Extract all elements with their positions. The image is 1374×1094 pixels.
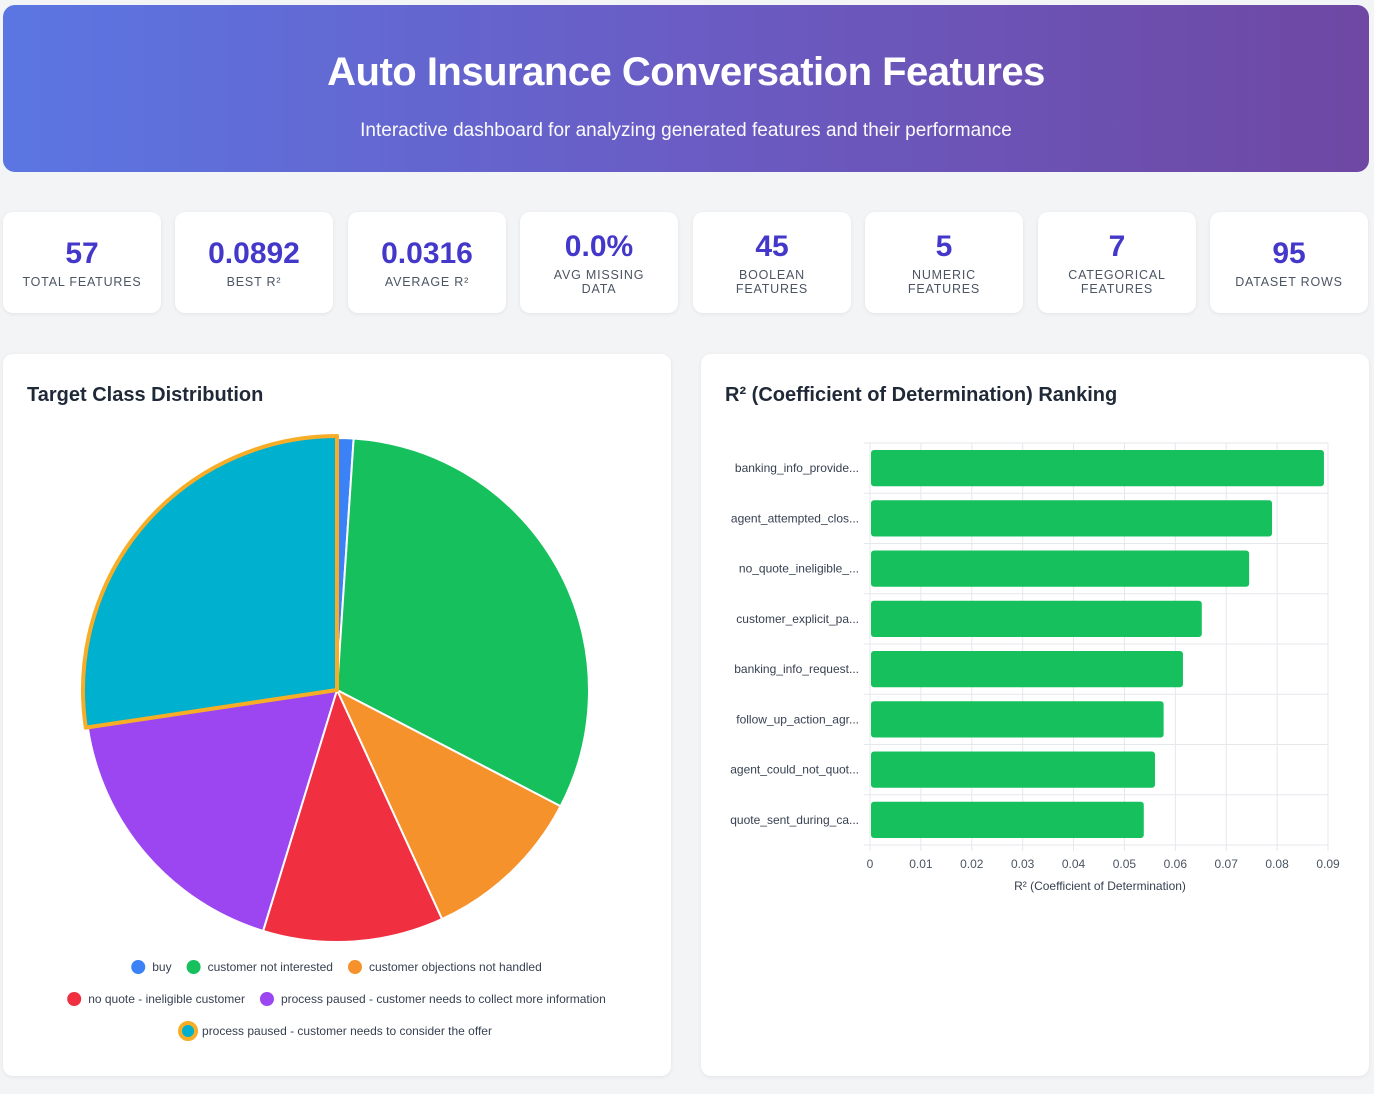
stat-card-categorical-features: 7 Categorical Features bbox=[1038, 212, 1196, 313]
bar[interactable] bbox=[871, 801, 1144, 838]
x-tick-label: 0.01 bbox=[909, 857, 933, 871]
legend-item[interactable]: customer objections not handled bbox=[347, 960, 542, 974]
bar[interactable] bbox=[871, 500, 1273, 537]
legend-swatch bbox=[131, 960, 146, 974]
bar-chart: 0 0.01 0.02 0.03 0.04 0.05 0.06 0.07 0.08 0.09 ban… bbox=[730, 442, 1340, 893]
y-tick-label: banking_info_provide... bbox=[735, 461, 859, 475]
pie-chart: buy customer not interested customer objec… bbox=[67, 434, 606, 1041]
y-tick-label: agent_could_not_quot... bbox=[730, 763, 859, 777]
bar-chart-title: R² (Coefficient of Determination) Rankin… bbox=[725, 384, 1118, 406]
y-tick-label: agent_attempted_clos... bbox=[731, 511, 859, 525]
bar[interactable] bbox=[871, 651, 1183, 688]
y-tick-label: banking_info_request... bbox=[734, 662, 859, 676]
pie-slice[interactable] bbox=[336, 689, 562, 921]
legend-label: no quote - ineligible customer bbox=[88, 992, 245, 1006]
stat-value: 45 bbox=[755, 229, 789, 263]
bar-chart-card: R² (Coefficient of Determination) Rankin… bbox=[701, 354, 1369, 1076]
legend-label: process paused - customer needs to colle… bbox=[281, 992, 606, 1006]
stat-label: Dataset Rows bbox=[1235, 274, 1343, 289]
legend-swatch bbox=[178, 1021, 199, 1041]
y-tick-label: customer_explicit_pa... bbox=[736, 612, 859, 626]
stat-label: Avg Missing Data bbox=[553, 267, 645, 296]
x-tick-label: 0.02 bbox=[960, 857, 984, 871]
stat-value: 95 bbox=[1272, 236, 1306, 270]
stat-value: 57 bbox=[65, 236, 99, 270]
bar[interactable] bbox=[871, 450, 1324, 487]
x-tick-label: 0.09 bbox=[1316, 857, 1340, 871]
legend-swatch bbox=[259, 992, 274, 1006]
legend-item[interactable]: customer not interested bbox=[186, 960, 333, 974]
stat-card-dataset-rows: 95 Dataset Rows bbox=[1210, 212, 1368, 313]
legend-swatch bbox=[186, 960, 201, 974]
stat-card-average-r2: 0.0316 Average R² bbox=[348, 212, 506, 313]
stat-value: 0.0892 bbox=[208, 236, 300, 270]
bar[interactable] bbox=[871, 600, 1202, 637]
legend-swatch bbox=[67, 992, 82, 1006]
stat-label: Numeric Features bbox=[907, 267, 981, 296]
stat-value: 0.0% bbox=[564, 229, 634, 263]
stats-row: 57 Total Features 0.0892 Best R² 0.0316 … bbox=[3, 212, 1369, 314]
stat-card-total-features: 57 Total Features bbox=[3, 212, 161, 313]
page-title: Auto Insurance Conversation Features bbox=[327, 50, 1045, 94]
legend-label: buy bbox=[152, 960, 171, 974]
y-tick-label: no_quote_ineligible_... bbox=[739, 562, 859, 576]
stat-value: 7 bbox=[1108, 229, 1126, 263]
pie-slice[interactable] bbox=[336, 437, 590, 808]
stat-value: 5 bbox=[935, 229, 953, 263]
y-tick-label: quote_sent_during_ca... bbox=[730, 813, 859, 827]
y-tick-label: follow_up_action_agr... bbox=[736, 712, 859, 726]
x-tick-label: 0.07 bbox=[1215, 857, 1239, 871]
stat-card-best-r2: 0.0892 Best R² bbox=[175, 212, 333, 313]
legend-swatch bbox=[347, 960, 362, 974]
legend-label: customer objections not handled bbox=[369, 960, 542, 974]
legend-label: process paused - customer needs to consi… bbox=[202, 1024, 492, 1038]
pie-slice[interactable] bbox=[262, 689, 444, 943]
pie-slice[interactable] bbox=[81, 434, 339, 730]
pie-slice[interactable] bbox=[86, 689, 338, 932]
stat-card-avg-missing: 0.0% Avg Missing Data bbox=[520, 212, 678, 313]
dashboard-header: Auto Insurance Conversation Features Int… bbox=[3, 5, 1369, 172]
stat-label: Best R² bbox=[226, 274, 282, 289]
stat-label: Boolean Features bbox=[735, 267, 809, 296]
x-tick-label: 0.05 bbox=[1113, 857, 1137, 871]
bar[interactable] bbox=[871, 751, 1155, 788]
legend-item[interactable]: no quote - ineligible customer bbox=[67, 992, 245, 1006]
pie-chart-card: Target Class Distribution buy customer no… bbox=[3, 354, 671, 1076]
x-axis-label: R² (Coefficient of Determination) bbox=[1014, 879, 1186, 893]
legend-item[interactable]: buy bbox=[131, 960, 172, 974]
x-tick-label: 0.03 bbox=[1011, 857, 1035, 871]
x-tick-label: 0.08 bbox=[1265, 857, 1289, 871]
bar[interactable] bbox=[871, 701, 1164, 738]
x-tick-label: 0 bbox=[867, 857, 874, 871]
legend-label: customer not interested bbox=[208, 960, 333, 974]
stat-value: 0.0316 bbox=[381, 236, 473, 270]
stat-label: Total Features bbox=[22, 274, 142, 289]
pie-chart-title: Target Class Distribution bbox=[27, 384, 264, 406]
page-subtitle: Interactive dashboard for analyzing gene… bbox=[360, 120, 1012, 141]
x-tick-label: 0.06 bbox=[1164, 857, 1188, 871]
stat-card-numeric-features: 5 Numeric Features bbox=[865, 212, 1023, 313]
x-tick-label: 0.04 bbox=[1062, 857, 1086, 871]
stat-label: Average R² bbox=[384, 274, 470, 289]
bar[interactable] bbox=[871, 550, 1250, 587]
legend-item[interactable]: process paused - customer needs to consi… bbox=[178, 1021, 492, 1041]
stat-card-boolean-features: 45 Boolean Features bbox=[693, 212, 851, 313]
legend-item[interactable]: process paused - customer needs to colle… bbox=[259, 992, 606, 1006]
stat-label: Categorical Features bbox=[1068, 267, 1166, 296]
